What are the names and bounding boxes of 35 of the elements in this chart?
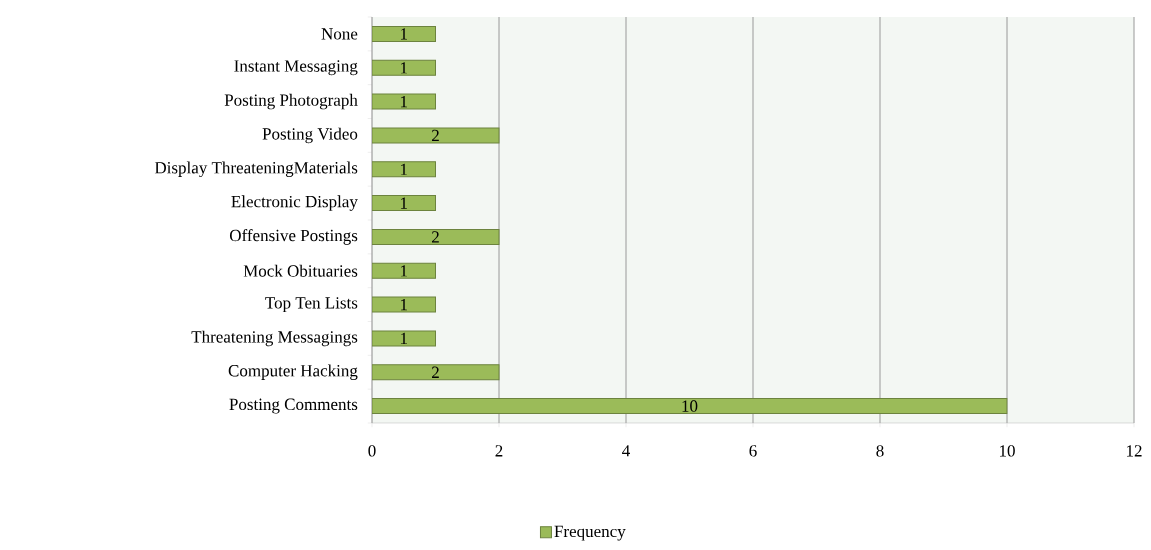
data-label: 1 [400,62,407,74]
x-tick-label: 12 [1127,445,1142,457]
y-tick-label: Computer Hacking [228,364,358,380]
y-tick-label: Posting Comments [229,398,358,414]
y-tick-label: None [321,28,358,40]
x-tick-label: 10 [1000,445,1015,457]
x-tick-label: 4 [622,445,630,457]
data-label: 2 [432,231,439,243]
data-label: 10 [682,400,698,412]
y-tick-label: Mock Obituaries [243,264,358,277]
legend-label: Frequency [554,525,626,541]
y-tick-label: Display ThreateningMaterials [154,161,358,177]
data-label: 1 [400,332,407,345]
bar [372,364,500,381]
x-tick-label: 2 [495,445,503,457]
y-tick-label: Instant Messaging [234,60,358,76]
data-label: 2 [432,366,439,378]
x-tick-label: 0 [368,445,376,457]
y-tick-label: Threatening Messagings [191,330,358,347]
data-label: 1 [400,298,407,311]
bar [372,228,500,245]
data-label: 2 [432,129,439,142]
data-label: 1 [400,28,407,40]
y-tick-label: Offensive Postings [229,229,358,245]
data-label: 1 [400,197,407,209]
y-tick-label: Posting Photograph [224,93,358,110]
y-tick-label: Top Ten Lists [265,297,358,313]
data-label: 1 [400,265,407,277]
y-tick-label: Electronic Display [231,195,358,211]
y-tick-label: Posting Video [262,127,358,144]
x-tick-label: 8 [876,445,884,457]
data-label: 1 [400,95,407,108]
data-label: 1 [400,163,407,175]
bar [372,398,1008,415]
x-tick-label: 6 [749,445,757,457]
